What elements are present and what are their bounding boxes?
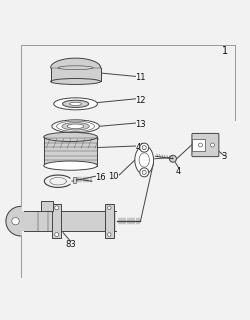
Ellipse shape — [138, 153, 149, 167]
Circle shape — [107, 233, 110, 236]
FancyBboxPatch shape — [191, 133, 218, 156]
Circle shape — [210, 143, 214, 147]
Circle shape — [54, 233, 58, 236]
Circle shape — [107, 206, 110, 210]
Polygon shape — [6, 206, 20, 236]
Circle shape — [139, 143, 148, 152]
Circle shape — [169, 155, 176, 162]
Circle shape — [198, 143, 202, 147]
Text: 3: 3 — [221, 152, 226, 161]
Text: 13: 13 — [135, 120, 145, 129]
Ellipse shape — [52, 120, 99, 133]
Bar — [44, 137, 97, 166]
Circle shape — [139, 168, 148, 177]
Bar — [104, 204, 113, 238]
Ellipse shape — [62, 123, 89, 130]
Text: 16: 16 — [95, 173, 106, 182]
Text: 4: 4 — [174, 167, 180, 176]
Bar — [41, 201, 53, 211]
Text: 11: 11 — [135, 73, 145, 82]
Bar — [52, 204, 61, 238]
Circle shape — [12, 218, 19, 225]
Ellipse shape — [58, 66, 93, 70]
Ellipse shape — [134, 146, 153, 174]
Ellipse shape — [50, 78, 100, 84]
Ellipse shape — [44, 132, 97, 141]
Ellipse shape — [56, 121, 94, 132]
Bar — [192, 139, 204, 151]
Text: 12: 12 — [135, 96, 145, 105]
Bar — [20, 211, 115, 231]
Circle shape — [54, 206, 58, 210]
Text: 1: 1 — [222, 46, 228, 56]
Ellipse shape — [67, 124, 84, 129]
Bar — [73, 177, 76, 183]
Text: 10: 10 — [107, 172, 118, 181]
Text: 42: 42 — [135, 142, 145, 152]
Ellipse shape — [62, 100, 88, 108]
Circle shape — [142, 170, 146, 174]
Ellipse shape — [44, 161, 97, 170]
Circle shape — [142, 146, 146, 150]
Ellipse shape — [69, 102, 81, 106]
Ellipse shape — [54, 98, 97, 110]
Bar — [50, 68, 100, 82]
Text: 83: 83 — [65, 240, 76, 249]
